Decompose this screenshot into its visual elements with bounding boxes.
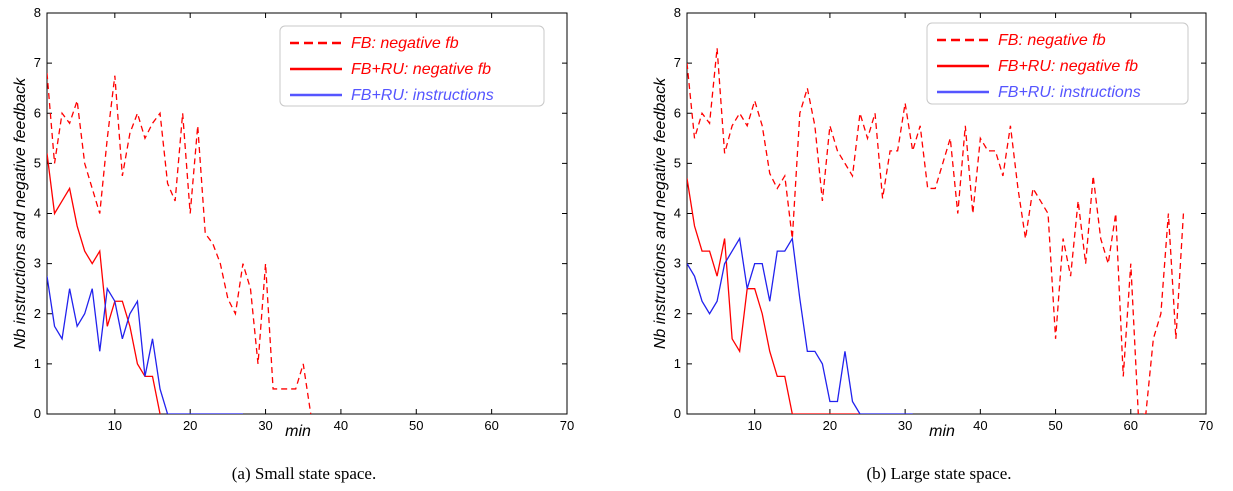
- x-tick-label: 20: [183, 418, 197, 433]
- series-line-fb-negative-fb: [687, 48, 1185, 414]
- series-line-fb-negative-fb: [47, 73, 312, 414]
- chart-panel-large: 0 1 2 3 4 5 6 7 8 10 20 30 40 50 60 70 min Nb instruction…: [640, 0, 1233, 491]
- chart-small-state-space: 0 1 2 3 4 5 6 7 8 10 20 30 40 50 60 70 min Nb instruction…: [12, 5, 574, 440]
- x-tick-label: 10: [747, 418, 761, 433]
- series-line-fb-ru-negative-fb: [47, 153, 161, 414]
- x-tick-label: 30: [258, 418, 272, 433]
- y-axis-label: Nb instructions and negative feedback: [12, 77, 29, 349]
- legend-box: [279, 25, 545, 107]
- y-tick-label: 0: [674, 406, 681, 421]
- series-line-fb-ru-instructions: [47, 276, 243, 414]
- y-tick-label: 0: [34, 406, 41, 421]
- y-tick-label: 7: [674, 55, 681, 70]
- y-tick-label: 4: [34, 206, 41, 221]
- caption-small: (a) Small state space.: [231, 464, 377, 483]
- y-tick-label: 3: [34, 256, 41, 271]
- y-tick-label: 5: [34, 155, 41, 170]
- x-axis-label: min: [929, 423, 955, 440]
- y-tick-label: 7: [34, 55, 41, 70]
- x-tick-label: 50: [1048, 418, 1062, 433]
- legend-entry: FB: negative fb: [351, 35, 459, 52]
- y-axis-label: Nb instructions and negative feedback: [652, 77, 669, 349]
- legend-entry: FB+RU: negative fb: [998, 58, 1138, 75]
- y-tick-label: 8: [34, 5, 41, 20]
- y-tick-label: 2: [674, 306, 681, 321]
- y-tick-label: 4: [674, 206, 681, 221]
- chart-large-state-space: 0 1 2 3 4 5 6 7 8 10 20 30 40 50 60 70 min Nb instruction…: [652, 5, 1213, 440]
- x-tick-label: 60: [484, 418, 498, 433]
- y-tick-label: 1: [34, 356, 41, 371]
- legend-entry: FB+RU: negative fb: [351, 61, 491, 78]
- caption-large: (b) Large state space.: [866, 464, 1012, 483]
- legend-entry: FB+RU: instructions: [998, 84, 1141, 101]
- y-tick-label: 1: [674, 356, 681, 371]
- y-tick-label: 6: [34, 105, 41, 120]
- y-tick-label: 6: [674, 105, 681, 120]
- y-tick-label: 2: [34, 306, 41, 321]
- y-tick-label: 5: [674, 155, 681, 170]
- x-tick-label: 60: [1124, 418, 1138, 433]
- x-tick-label: 70: [560, 418, 574, 433]
- series-line-fb-ru-instructions: [687, 236, 913, 414]
- chart-panel-small: 0 1 2 3 4 5 6 7 8 10 20 30 40 50 60 70 min Nb instruction…: [0, 0, 600, 491]
- x-axis-label: min: [285, 423, 311, 440]
- y-tick-label: 8: [674, 5, 681, 20]
- x-tick-label: 10: [108, 418, 122, 433]
- x-tick-label: 40: [334, 418, 348, 433]
- x-tick-label: 30: [898, 418, 912, 433]
- x-tick-label: 50: [409, 418, 423, 433]
- legend-box: [926, 22, 1189, 105]
- y-tick-label: 3: [674, 256, 681, 271]
- legend-entry: FB+RU: instructions: [351, 87, 494, 104]
- x-tick-label: 40: [973, 418, 987, 433]
- x-tick-label: 20: [823, 418, 837, 433]
- series-line-fb-ru-negative-fb: [687, 178, 860, 414]
- x-tick-label: 70: [1199, 418, 1213, 433]
- legend-entry: FB: negative fb: [998, 32, 1106, 49]
